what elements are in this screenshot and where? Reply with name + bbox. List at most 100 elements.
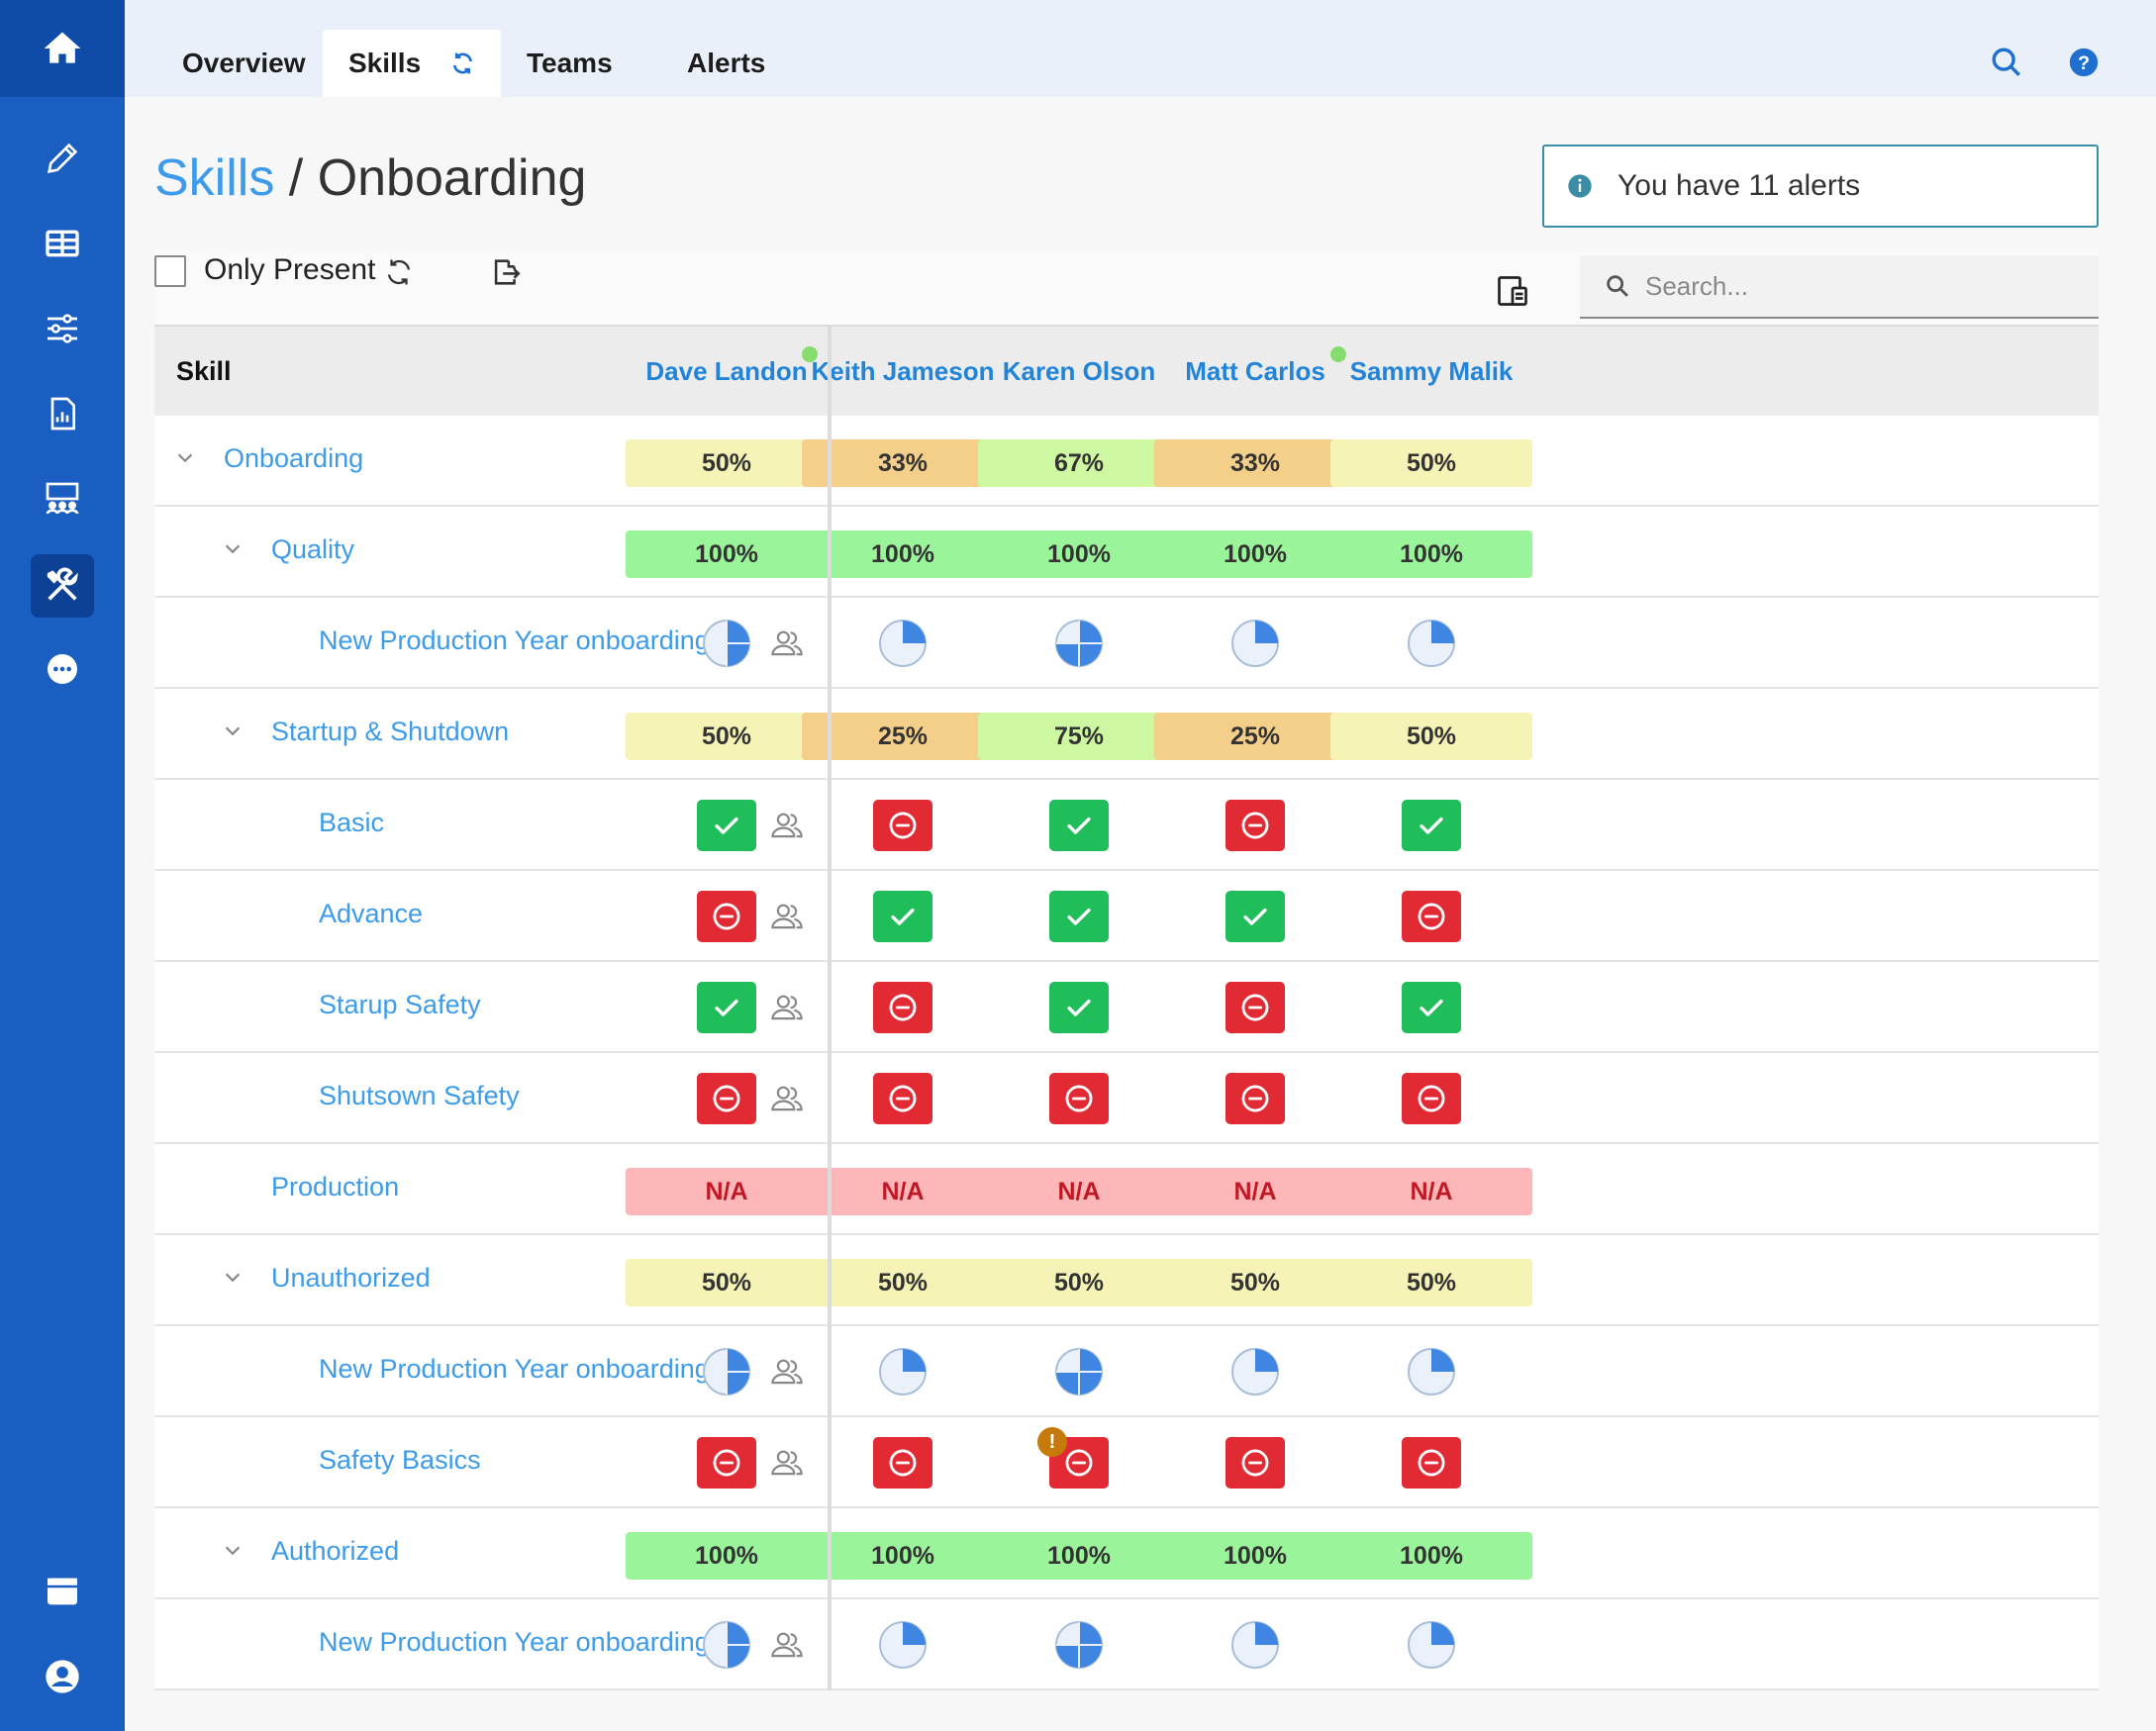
status-failed[interactable] (873, 800, 932, 851)
skill-label[interactable]: New Production Year onboarding (319, 625, 710, 655)
progress-badge[interactable]: 75% (978, 713, 1180, 760)
na-badge[interactable]: N/A (802, 1168, 1004, 1215)
person-header[interactable]: Dave Landon (645, 356, 808, 386)
progress-pie-icon[interactable] (1229, 618, 1281, 669)
sidebar-item-settings[interactable] (31, 297, 94, 360)
chevron-down-icon[interactable] (222, 721, 244, 742)
tab-skills[interactable]: Skills (323, 30, 501, 97)
status-passed[interactable] (1225, 891, 1285, 942)
tab-teams[interactable]: Teams (527, 48, 613, 78)
progress-badge[interactable]: 50% (626, 1259, 828, 1306)
skill-label[interactable]: New Production Year onboarding (319, 1354, 710, 1384)
status-failed[interactable] (1402, 1437, 1461, 1489)
skill-label[interactable]: Unauthorized (271, 1263, 431, 1293)
na-badge[interactable]: N/A (1330, 1168, 1532, 1215)
progress-badge[interactable]: 50% (626, 439, 828, 487)
status-failed[interactable] (1225, 1437, 1285, 1489)
progress-badge[interactable]: 50% (626, 713, 828, 760)
skill-label[interactable]: Basic (319, 808, 385, 837)
sidebar-item-profile[interactable] (31, 1645, 94, 1708)
tab-overview[interactable]: Overview (182, 48, 306, 78)
sidebar-item-teams[interactable] (31, 467, 94, 530)
progress-badge[interactable]: 100% (1154, 530, 1356, 578)
skill-label[interactable]: Safety Basics (319, 1445, 481, 1475)
progress-badge[interactable]: 50% (1330, 1259, 1532, 1306)
people-icon[interactable] (770, 627, 804, 657)
status-passed[interactable] (873, 891, 932, 942)
person-header[interactable]: Keith Jameson (811, 356, 995, 386)
chevron-down-icon[interactable] (222, 538, 244, 560)
progress-badge[interactable]: 50% (1330, 439, 1532, 487)
progress-badge[interactable]: 100% (626, 530, 828, 578)
skill-label[interactable]: Onboarding (224, 443, 364, 473)
progress-pie-icon[interactable] (1229, 1619, 1281, 1671)
person-header[interactable]: Matt Carlos (1185, 356, 1325, 386)
warning-icon[interactable]: ! (1037, 1427, 1067, 1457)
status-failed[interactable] (1402, 1073, 1461, 1124)
progress-pie-icon[interactable] (1053, 618, 1105, 669)
search-input[interactable] (1645, 270, 2061, 302)
progress-badge[interactable]: 100% (978, 1532, 1180, 1580)
people-icon[interactable] (770, 1629, 804, 1659)
people-icon[interactable] (770, 901, 804, 930)
progress-badge[interactable]: 67% (978, 439, 1180, 487)
na-badge[interactable]: N/A (626, 1168, 828, 1215)
people-icon[interactable] (770, 992, 804, 1021)
search-icon[interactable] (1990, 46, 2023, 79)
skill-label[interactable]: Shutsown Safety (319, 1081, 520, 1110)
progress-badge[interactable]: 100% (1154, 1532, 1356, 1580)
progress-badge[interactable]: 33% (1154, 439, 1356, 487)
status-failed[interactable] (697, 1437, 756, 1489)
status-failed[interactable] (1225, 1073, 1285, 1124)
export-icon[interactable] (489, 255, 523, 289)
breadcrumb-root[interactable]: Skills (154, 149, 275, 207)
skill-label[interactable]: Authorized (271, 1536, 400, 1566)
progress-pie-icon[interactable] (877, 1619, 929, 1671)
person-header[interactable]: Karen Olson (1002, 356, 1156, 386)
progress-badge[interactable]: 100% (802, 1532, 1004, 1580)
people-icon[interactable] (770, 810, 804, 839)
status-failed[interactable] (873, 982, 932, 1033)
progress-badge[interactable]: 100% (802, 530, 1004, 578)
column-layout-icon[interactable] (1495, 273, 1530, 309)
progress-badge[interactable]: 100% (1330, 530, 1532, 578)
progress-pie-icon[interactable] (1406, 1619, 1457, 1671)
status-failed[interactable] (1225, 982, 1285, 1033)
status-failed[interactable] (1402, 891, 1461, 942)
progress-badge[interactable]: 25% (802, 713, 1004, 760)
search-box[interactable] (1580, 255, 2099, 319)
chevron-down-icon[interactable] (222, 1540, 244, 1562)
tab-alerts[interactable]: Alerts (687, 48, 766, 78)
status-failed[interactable] (697, 891, 756, 942)
status-passed[interactable] (1049, 800, 1109, 851)
people-icon[interactable] (770, 1356, 804, 1386)
progress-pie-icon[interactable] (701, 618, 752, 669)
alert-banner[interactable]: You have 11 alerts (1542, 144, 2099, 228)
status-failed[interactable] (697, 1073, 756, 1124)
status-failed[interactable] (1049, 1073, 1109, 1124)
progress-badge[interactable]: 50% (1154, 1259, 1356, 1306)
people-icon[interactable] (770, 1083, 804, 1112)
progress-pie-icon[interactable] (1053, 1346, 1105, 1397)
skill-label[interactable]: Advance (319, 899, 424, 928)
chevron-down-icon[interactable] (222, 1267, 244, 1289)
progress-badge[interactable]: 50% (802, 1259, 1004, 1306)
only-present-checkbox[interactable] (154, 255, 186, 287)
status-passed[interactable] (1049, 891, 1109, 942)
refresh-icon[interactable] (384, 257, 414, 287)
sidebar-item-edit[interactable] (31, 127, 94, 190)
progress-pie-icon[interactable] (701, 1619, 752, 1671)
progress-pie-icon[interactable] (1406, 618, 1457, 669)
progress-badge[interactable]: 33% (802, 439, 1004, 487)
sidebar-item-table[interactable] (31, 212, 94, 275)
person-header[interactable]: Sammy Malik (1349, 356, 1514, 386)
people-icon[interactable] (770, 1447, 804, 1477)
na-badge[interactable]: N/A (1154, 1168, 1356, 1215)
status-passed[interactable] (1402, 800, 1461, 851)
progress-badge[interactable]: 100% (978, 530, 1180, 578)
progress-badge[interactable]: 25% (1154, 713, 1356, 760)
progress-pie-icon[interactable] (877, 1346, 929, 1397)
progress-pie-icon[interactable] (701, 1346, 752, 1397)
skill-label[interactable]: New Production Year onboarding (319, 1627, 710, 1657)
sidebar-item-more[interactable] (31, 637, 94, 701)
